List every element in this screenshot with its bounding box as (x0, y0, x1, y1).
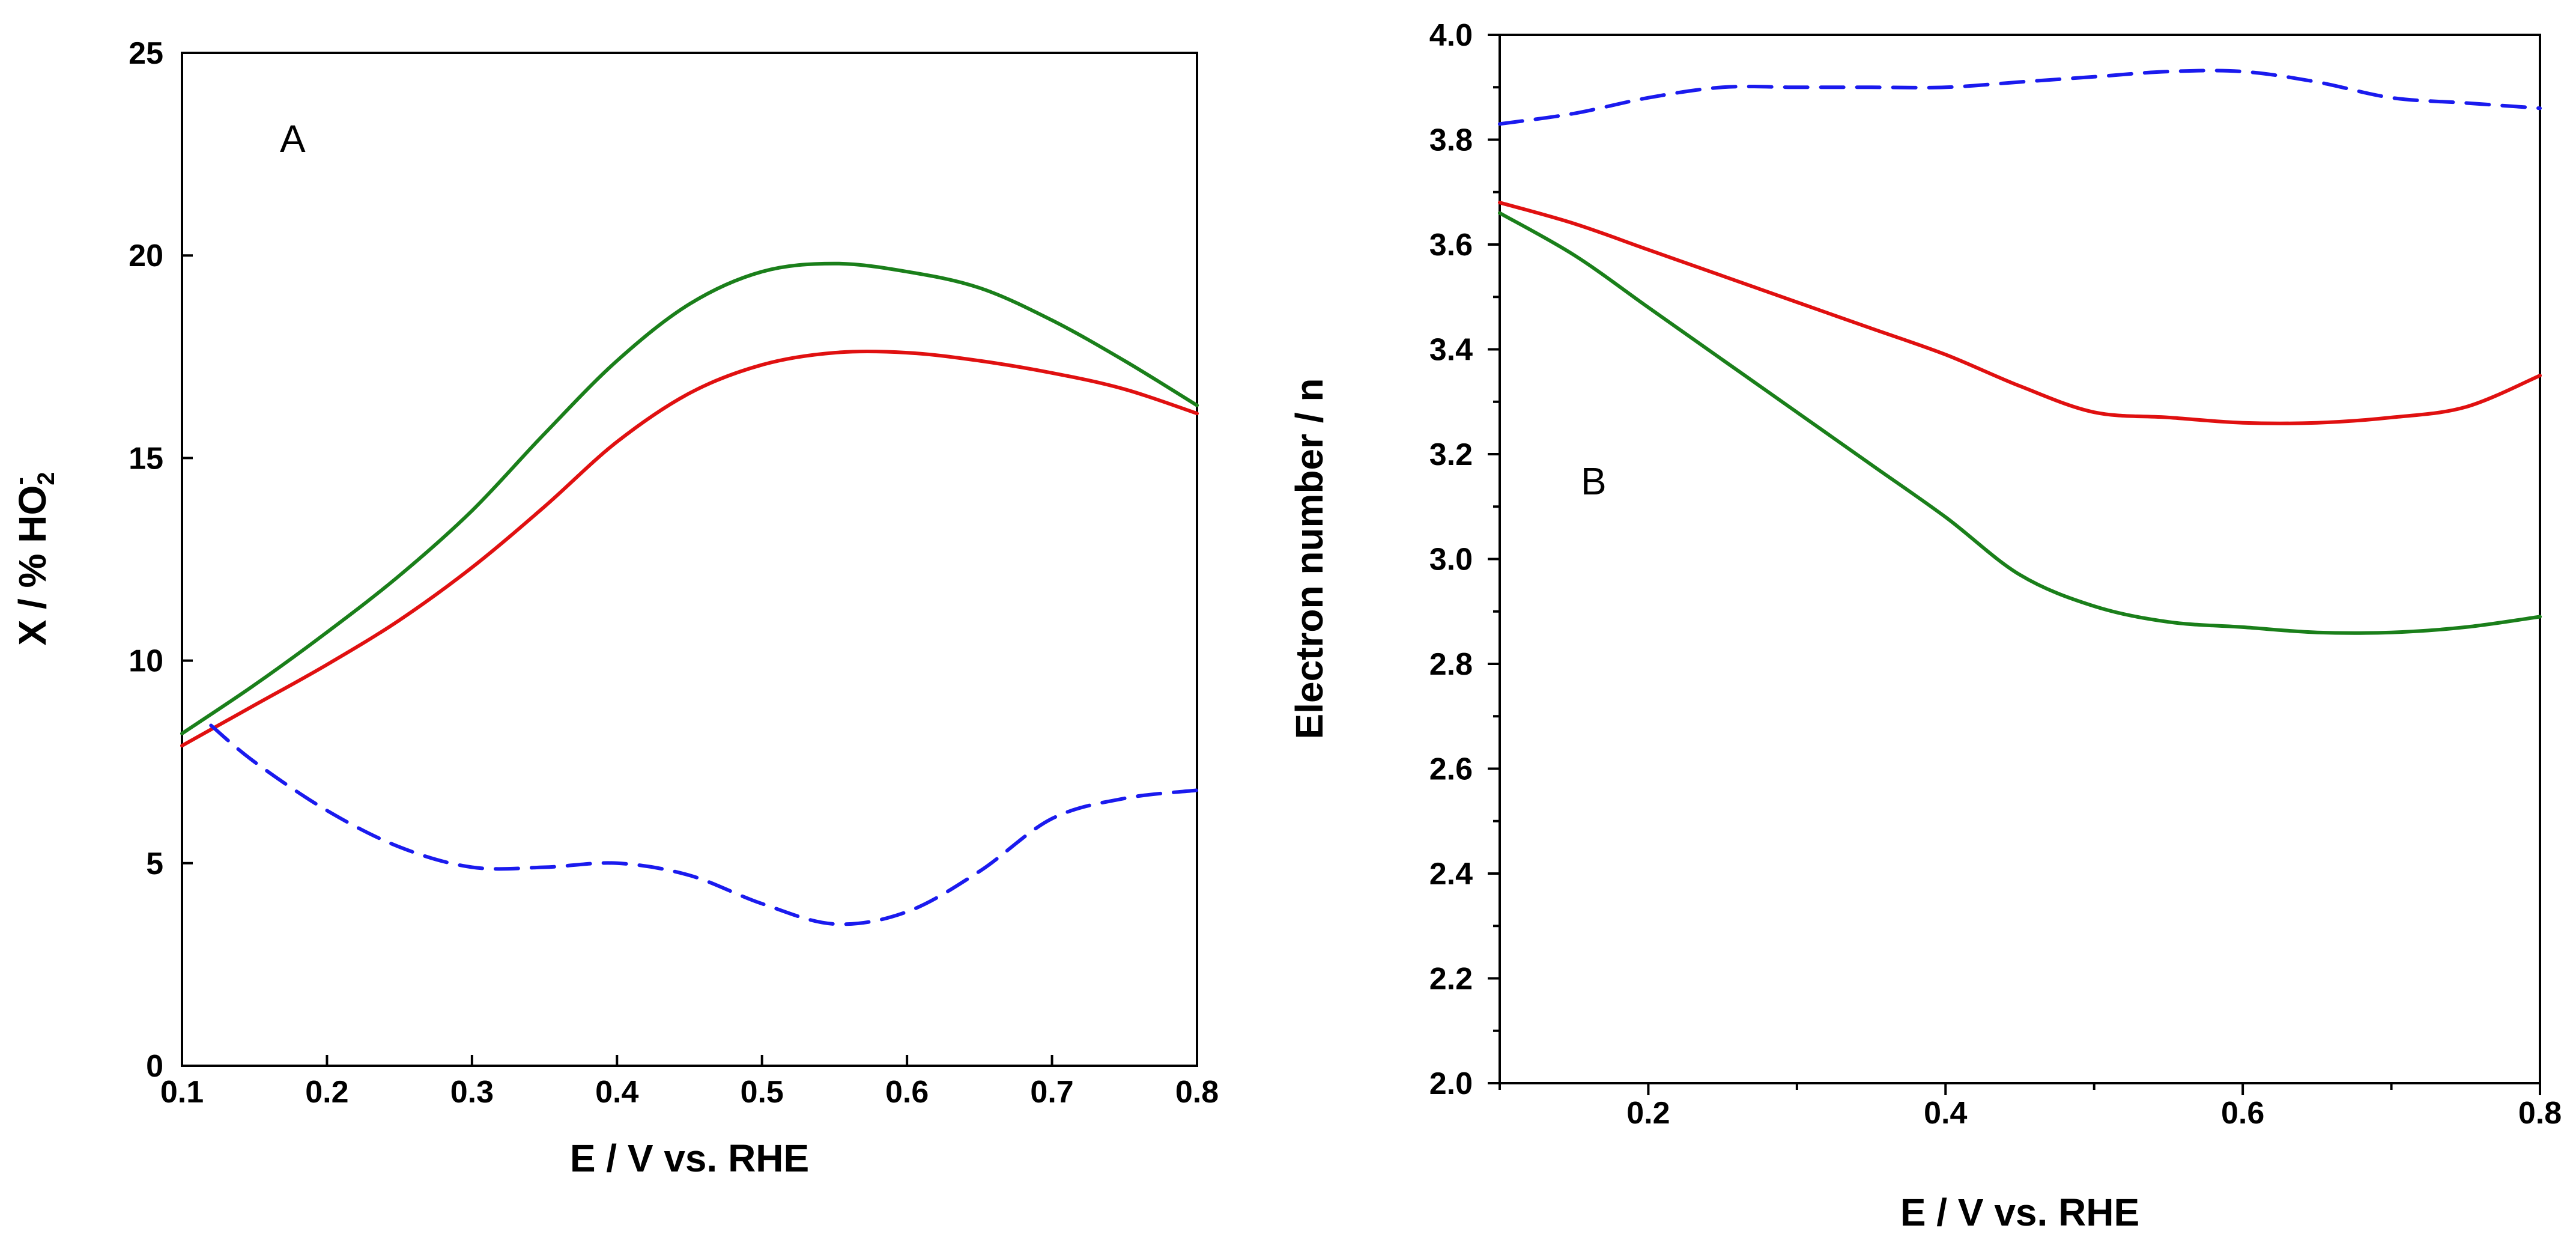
panel-b-y-tick-label: 3.6 (1429, 228, 1473, 263)
panel-a-x-tick-label: 0.4 (595, 1075, 638, 1110)
panel-a-x-tick-label: 0.1 (160, 1075, 204, 1110)
panel-a-x-tick-label: 0.2 (305, 1075, 348, 1110)
panel-b-y-tick-label: 4.0 (1429, 18, 1473, 53)
panel-b-x-tick-label: 0.8 (2518, 1096, 2562, 1131)
panel-a-y-tick-label: 10 (129, 644, 163, 679)
panel-b-y-tick-label: 2.2 (1429, 962, 1473, 997)
chart-panel-a: 0.1 0.2 0.3 0.4 0.5 0.6 0.7 0.8 0 5 10 15 20 25 A E /… (7, 36, 1219, 1180)
panel-b-y-tick-label: 2.4 (1429, 857, 1473, 892)
panel-b-series (1498, 68, 2542, 635)
panel-a-y-tick-label: 15 (129, 441, 163, 476)
panel-a-x-tick-label: 0.7 (1030, 1075, 1073, 1110)
panel-b-series-blue (1498, 68, 2542, 126)
panel-a-label: A (280, 117, 306, 160)
panel-b-y-tick-label: 3.0 (1429, 542, 1473, 577)
panel-a-y-tick-label: 5 (146, 846, 163, 881)
panel-b-x-tick-label: 0.2 (1626, 1096, 1670, 1131)
panel-a-series (180, 261, 1199, 926)
panel-a-series-green (180, 261, 1199, 735)
panel-b-y-tick-label: 2.6 (1429, 752, 1473, 787)
panel-a-x-tick-label: 0.8 (1175, 1075, 1219, 1110)
panel-b-y-tick-label: 3.4 (1429, 333, 1473, 368)
panel-b-label: B (1581, 460, 1607, 503)
panel-a-y-axis-title-main: X / % HO (11, 485, 54, 646)
panel-b-x-axis-title: E / V vs. RHE (1900, 1191, 2139, 1234)
panel-a-x-tick-label: 0.5 (741, 1075, 784, 1110)
panel-a-y-tick-label: 0 (146, 1049, 163, 1084)
panel-b-series-green (1498, 211, 2542, 635)
panel-b-y-tick-label: 2.0 (1429, 1066, 1473, 1101)
panel-a-series-red (180, 349, 1199, 748)
panel-b-y-axis-title: Electron number / n (1288, 378, 1331, 740)
chart-panel-b: 0.2 0.4 0.6 0.8 2.0 2.2 2.4 2.6 2.8 3.0 3.2 3.4 3.6 3… (1288, 18, 2562, 1234)
panel-b-series-red (1498, 201, 2542, 425)
panel-b-y-tick-label: 2.8 (1429, 647, 1473, 682)
panel-b-ticks: 0.2 0.4 0.6 0.8 2.0 2.2 2.4 2.6 2.8 3.0 3.2 3.4 3.6 3… (1429, 18, 2562, 1131)
panel-a-series-blue (209, 723, 1199, 926)
panel-a-x-tick-label: 0.3 (450, 1075, 494, 1110)
panel-b-plot-frame (1499, 34, 2541, 1084)
panel-a-ticks: 0.1 0.2 0.3 0.4 0.5 0.6 0.7 0.8 0 5 10 15 20 25 (129, 36, 1219, 1110)
panel-b-y-tick-label: 3.2 (1429, 437, 1473, 472)
panel-b-x-tick-label: 0.4 (1924, 1096, 1967, 1131)
panel-a-plot-frame (181, 52, 1198, 1067)
panel-a-y-axis-title-sub: 2 (33, 472, 59, 485)
panel-a-y-tick-label: 20 (129, 239, 163, 273)
panel-a-y-axis-title: X / % HO2- (7, 472, 59, 646)
panel-b-x-tick-label: 0.6 (2221, 1096, 2264, 1131)
panel-a-x-axis-title: E / V vs. RHE (570, 1137, 809, 1180)
panel-a-y-tick-label: 25 (129, 36, 163, 71)
panel-a-x-tick-label: 0.6 (885, 1075, 929, 1110)
panel-a-y-axis-title-sup: - (7, 477, 33, 485)
panel-b-y-tick-label: 3.8 (1429, 123, 1473, 158)
